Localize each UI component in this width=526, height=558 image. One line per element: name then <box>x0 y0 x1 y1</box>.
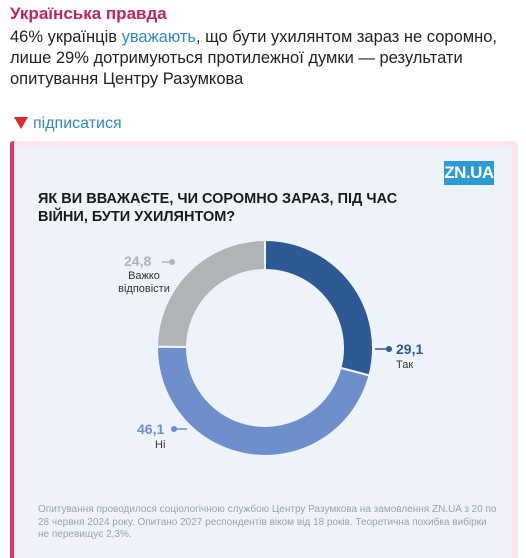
ni-slice <box>156 345 371 457</box>
poll-question: ЯК ВИ ВВАЖАЄТЕ, ЧИ СОРОМНО ЗАРАЗ, ПІД ЧА… <box>38 191 398 225</box>
message-text-start: 46% українців <box>10 28 122 46</box>
hard-value-label: 24,8 <box>124 253 152 269</box>
tak-caption: Так <box>396 359 414 371</box>
channel-name[interactable]: Українська правда <box>10 4 167 23</box>
quote-bar <box>10 141 14 558</box>
subscribe-label: підписатися <box>33 115 122 132</box>
message-text-end: , що бути ухилянтом зараз не соромно, ли… <box>10 28 497 88</box>
tak-slice <box>264 238 374 377</box>
hard-slice <box>155 238 266 349</box>
survey-footnote: Опитування проводилося соціологічною слу… <box>38 504 497 540</box>
ni-leader-dot <box>171 426 177 432</box>
subscribe-link[interactable]: підписатися <box>14 115 122 133</box>
message-link[interactable]: уважають <box>121 28 196 46</box>
znua-logo: ZN.UA <box>444 161 494 185</box>
ni-caption: Ні <box>155 439 166 451</box>
poll-image-card[interactable] <box>16 147 512 558</box>
hard-caption: Важко відповісти <box>118 270 170 295</box>
red-triangle-icon <box>14 117 28 129</box>
tak-value-label: 29,1 <box>396 341 424 357</box>
ni-value-label: 46,1 <box>137 421 165 437</box>
hard-leader-dot <box>169 259 175 265</box>
tak-leader-dot <box>386 346 392 352</box>
message-text: 46% українців уважають, що бути ухилянто… <box>10 27 515 90</box>
